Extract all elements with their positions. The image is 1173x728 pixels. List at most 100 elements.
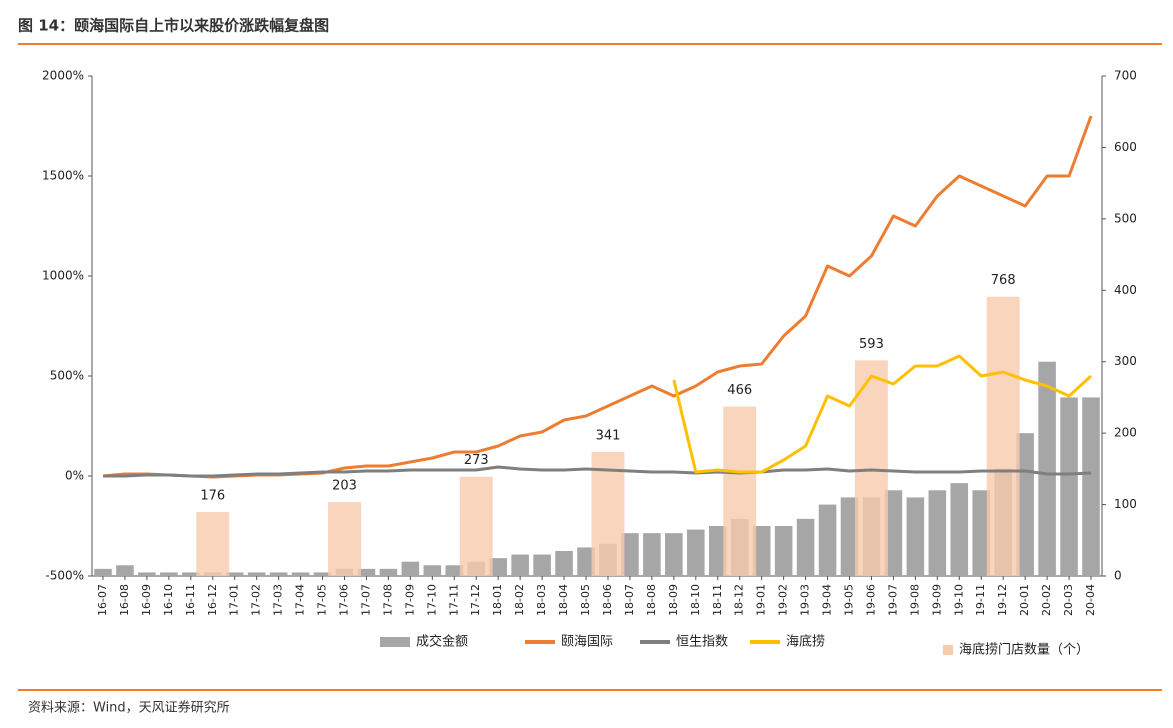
volume-bar bbox=[665, 533, 683, 576]
x-tick-label: 17-10 bbox=[425, 584, 438, 616]
x-tick-label: 18-09 bbox=[667, 584, 680, 616]
store-count-bar bbox=[986, 296, 1020, 576]
store-count-label: 273 bbox=[464, 453, 489, 468]
volume-bar bbox=[818, 504, 837, 576]
store-count-label: 341 bbox=[596, 429, 621, 444]
x-tick-label: 16-08 bbox=[118, 584, 131, 616]
volume-bar bbox=[225, 572, 244, 576]
x-tick-label: 17-12 bbox=[469, 584, 482, 616]
y-tick-label: 500% bbox=[50, 369, 84, 383]
volume-bar bbox=[840, 497, 859, 576]
legend-label: 海底捞门店数量（个） bbox=[959, 642, 1089, 658]
x-tick-label: 17-08 bbox=[381, 584, 394, 616]
x-tick-label: 19-03 bbox=[799, 584, 812, 616]
store-count-label: 768 bbox=[991, 273, 1016, 288]
volume-bar bbox=[621, 533, 639, 576]
legend-label: 颐海国际 bbox=[561, 635, 613, 650]
line-3 bbox=[672, 354, 1093, 474]
volume-bar bbox=[291, 572, 310, 576]
y-tick-label: 1500% bbox=[42, 169, 84, 183]
volume-bar bbox=[928, 490, 947, 576]
chart-title: 图 14：颐海国际自上市以来股价涨跌幅复盘图 bbox=[18, 17, 329, 35]
volume-bar bbox=[313, 572, 332, 576]
store-count-label: 593 bbox=[859, 337, 884, 352]
volume-bar bbox=[247, 572, 266, 576]
volume-bar bbox=[643, 533, 661, 576]
store-count-bar bbox=[328, 502, 361, 576]
y2-tick-label: 700 bbox=[1114, 69, 1137, 83]
volume-bar bbox=[1082, 397, 1100, 576]
volume-bar bbox=[445, 565, 464, 576]
volume-bar bbox=[906, 497, 925, 576]
x-tick-label: 19-01 bbox=[755, 584, 768, 616]
volume-bar bbox=[555, 551, 573, 576]
x-tick-label: 20-01 bbox=[1018, 584, 1031, 616]
x-tick-label: 19-06 bbox=[864, 584, 877, 616]
volume-bar bbox=[774, 526, 793, 576]
volume-bar bbox=[796, 518, 815, 576]
store-count-bar bbox=[459, 476, 493, 576]
x-tick-label: 16-10 bbox=[162, 584, 175, 616]
volume-bar bbox=[1038, 361, 1056, 576]
x-tick-label: 18-02 bbox=[513, 584, 526, 616]
x-tick-label: 19-07 bbox=[886, 584, 899, 616]
volume-bar bbox=[884, 490, 903, 576]
store-count-label: 203 bbox=[332, 479, 357, 494]
y-tick-label: 1000% bbox=[42, 269, 84, 283]
x-tick-label: 17-03 bbox=[272, 584, 285, 616]
x-tick-label: 16-12 bbox=[206, 584, 219, 616]
x-tick-label: 16-09 bbox=[140, 584, 153, 616]
x-tick-label: 17-04 bbox=[294, 584, 307, 616]
x-tick-label: 18-05 bbox=[579, 584, 592, 616]
volume-bar bbox=[138, 572, 156, 576]
x-tick-label: 17-11 bbox=[447, 584, 460, 616]
volume-bar bbox=[533, 554, 551, 576]
x-tick-label: 18-08 bbox=[645, 584, 658, 616]
x-tick-label: 19-11 bbox=[974, 584, 987, 616]
y2-tick-label: 600 bbox=[1114, 140, 1137, 154]
volume-bar bbox=[511, 554, 529, 576]
x-tick-label: 19-05 bbox=[843, 584, 856, 616]
volume-bar bbox=[423, 565, 442, 576]
x-tick-label: 16-11 bbox=[184, 584, 197, 616]
y2-tick-label: 200 bbox=[1114, 426, 1137, 440]
volume-bar bbox=[972, 490, 991, 576]
x-tick-label: 17-09 bbox=[403, 584, 416, 616]
x-tick-label: 16-07 bbox=[96, 584, 109, 616]
volume-bar bbox=[1060, 397, 1078, 576]
x-tick-label: 18-04 bbox=[557, 584, 570, 616]
volume-bar bbox=[401, 561, 420, 576]
x-tick-label: 17-01 bbox=[228, 584, 241, 616]
store-count-bar bbox=[854, 360, 888, 576]
volume-bar bbox=[379, 568, 398, 576]
x-tick-label: 17-07 bbox=[359, 584, 372, 616]
volume-bar bbox=[182, 572, 200, 576]
volume-bar bbox=[94, 568, 112, 576]
store-count-label: 176 bbox=[200, 489, 225, 504]
y2-tick-label: 300 bbox=[1114, 354, 1137, 368]
volume-bar bbox=[116, 565, 134, 576]
legend-label: 海底捞 bbox=[786, 634, 825, 650]
x-tick-label: 19-10 bbox=[952, 584, 965, 616]
store-count-bar bbox=[591, 452, 625, 576]
x-tick-label: 18-01 bbox=[491, 584, 504, 616]
x-tick-label: 19-04 bbox=[821, 584, 834, 616]
x-tick-label: 19-02 bbox=[777, 584, 790, 616]
store-count-bar bbox=[723, 406, 757, 576]
y2-tick-label: 100 bbox=[1114, 497, 1137, 511]
volume-bar bbox=[1016, 433, 1034, 576]
volume-bar bbox=[687, 529, 705, 576]
volume-bar bbox=[752, 526, 771, 576]
y-tick-label: 0% bbox=[65, 469, 84, 483]
x-tick-label: 17-06 bbox=[338, 584, 351, 616]
legend-swatch bbox=[943, 645, 953, 655]
x-tick-label: 18-07 bbox=[623, 584, 636, 616]
store-count-label: 466 bbox=[727, 383, 752, 398]
volume-bar bbox=[269, 572, 288, 576]
legend-label: 成交金额 bbox=[416, 634, 468, 650]
y2-tick-label: 0 bbox=[1114, 569, 1122, 583]
volume-bar bbox=[577, 547, 595, 576]
x-tick-label: 18-03 bbox=[535, 584, 548, 616]
volume-bar bbox=[160, 572, 178, 576]
